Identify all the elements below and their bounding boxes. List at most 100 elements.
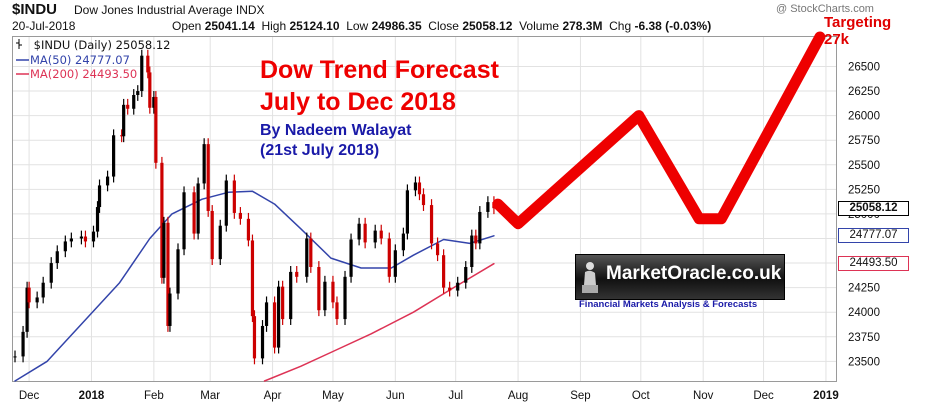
x-tick-label: 2018 (79, 390, 105, 402)
x-tick-label: 2019 (813, 390, 839, 402)
x-tick-label: Mar (200, 390, 220, 402)
ma200-last-value-label: 24493.50 (838, 256, 909, 272)
price-candle (55, 251, 59, 264)
price-candle (417, 182, 422, 195)
price-candle (166, 222, 170, 326)
ma50-series (14, 190, 495, 382)
price-candle (232, 180, 236, 213)
price-candle (122, 104, 126, 137)
price-candle (160, 162, 164, 278)
price-candle (442, 255, 446, 288)
price-candle (393, 250, 397, 277)
y-tick-label: 25500 (848, 160, 880, 172)
x-tick-label: Apr (264, 390, 282, 402)
price-candle (83, 236, 88, 242)
price-candle (335, 302, 339, 320)
price-candle (79, 236, 84, 239)
price-candle (25, 287, 29, 332)
price-candle (401, 233, 405, 251)
high-label: High (261, 19, 287, 33)
legend-price: $INDU (Daily) 25058.12 (16, 38, 171, 52)
price-candle (13, 356, 17, 358)
y-tick-label: 25250 (848, 184, 880, 196)
price-candle (277, 286, 281, 348)
forecast-path (492, 31, 826, 230)
price-candle (295, 271, 299, 277)
price-candle (148, 72, 152, 108)
price-candle (252, 316, 257, 359)
price-candle (192, 192, 196, 234)
legend-ma50-text: MA(50) 24777.07 (30, 53, 130, 67)
price-candle (63, 241, 67, 252)
price-candle (331, 281, 335, 303)
y-tick-label: 23500 (848, 356, 880, 368)
price-candle (413, 182, 418, 191)
price-candle (218, 225, 222, 260)
price-candle (49, 263, 53, 283)
ohlc-readout: Open 25041.14 High 25124.10 Low 24986.35… (172, 19, 711, 33)
x-tick-label: Nov (693, 390, 714, 402)
price-candle (429, 205, 434, 244)
y-tick-label: 26500 (848, 61, 880, 73)
price-candle (202, 144, 206, 184)
price-candle (486, 202, 490, 212)
price-candle (210, 210, 214, 260)
price-candle (224, 180, 228, 226)
price-candle (272, 302, 277, 348)
price-candle (317, 266, 321, 311)
volume-label: Volume (519, 19, 560, 33)
x-axis: Dec 2018 Feb Mar Apr May Jun Jul Aug Sep Oct Nov Dec… (19, 390, 839, 402)
price-candle (27, 287, 31, 303)
price-series (13, 49, 496, 365)
x-tick-label: May (322, 390, 344, 402)
thinker-statue-icon (582, 262, 598, 293)
forecast-date-label: (21st July 2018) (260, 142, 380, 159)
close-value: 25058.12 (462, 19, 513, 33)
price-candle (41, 282, 45, 298)
price-candle (168, 293, 172, 326)
price-candle (132, 94, 136, 109)
legend-ma50: MA(50) 24777.07 (16, 53, 130, 67)
price-candle (363, 223, 367, 243)
ma50-last-value-label: 24777.07 (838, 228, 909, 244)
price-candle (95, 207, 100, 232)
quote-date: 20-Jul-2018 (12, 19, 76, 33)
forecast-series (492, 31, 826, 230)
low-value: 24986.35 (371, 19, 422, 33)
price-candle (464, 266, 468, 283)
price-candle (264, 302, 269, 326)
price-last-value-label: 25058.12 (838, 200, 909, 216)
price-candle (35, 297, 39, 303)
target-label: Targeting 27k (824, 14, 892, 48)
ma200-series (263, 262, 495, 382)
legend-price-text: $INDU (Daily) 25058.12 (33, 38, 171, 52)
price-candle (140, 55, 144, 92)
y-tick-label: 26250 (848, 86, 880, 98)
price-candle (112, 135, 116, 177)
x-tick-label: Dec (753, 390, 774, 402)
price-candle (126, 104, 130, 109)
price-candle (478, 211, 482, 244)
chart-header: $INDU Dow Jones Industrial Average INDX … (0, 0, 936, 36)
x-tick-label: Sep (570, 390, 590, 402)
logo-text: MarketOracle.co.uk (606, 263, 782, 284)
price-candle (176, 249, 180, 294)
price-candle (456, 282, 460, 291)
forecast-title-line1: Dow Trend Forecast (260, 56, 499, 84)
y-tick-label: 25750 (848, 135, 880, 147)
price-candle (289, 271, 293, 320)
plot-area (12, 36, 837, 382)
price-candle (448, 287, 452, 291)
price-candle (357, 223, 361, 240)
chg-value: -6.38 (-0.03%) (634, 19, 712, 33)
author-label: By Nadeem Walayat (260, 122, 412, 139)
price-candle (162, 222, 166, 278)
logo-tagline: Financial Markets Analysis & Forecasts (579, 299, 758, 310)
price-candle (152, 96, 156, 108)
x-tick-label: Jun (386, 390, 405, 402)
price-candle (206, 144, 210, 211)
price-candle (182, 192, 186, 250)
price-candle (343, 276, 347, 320)
price-candle (154, 96, 158, 163)
high-value: 25124.10 (289, 19, 340, 33)
